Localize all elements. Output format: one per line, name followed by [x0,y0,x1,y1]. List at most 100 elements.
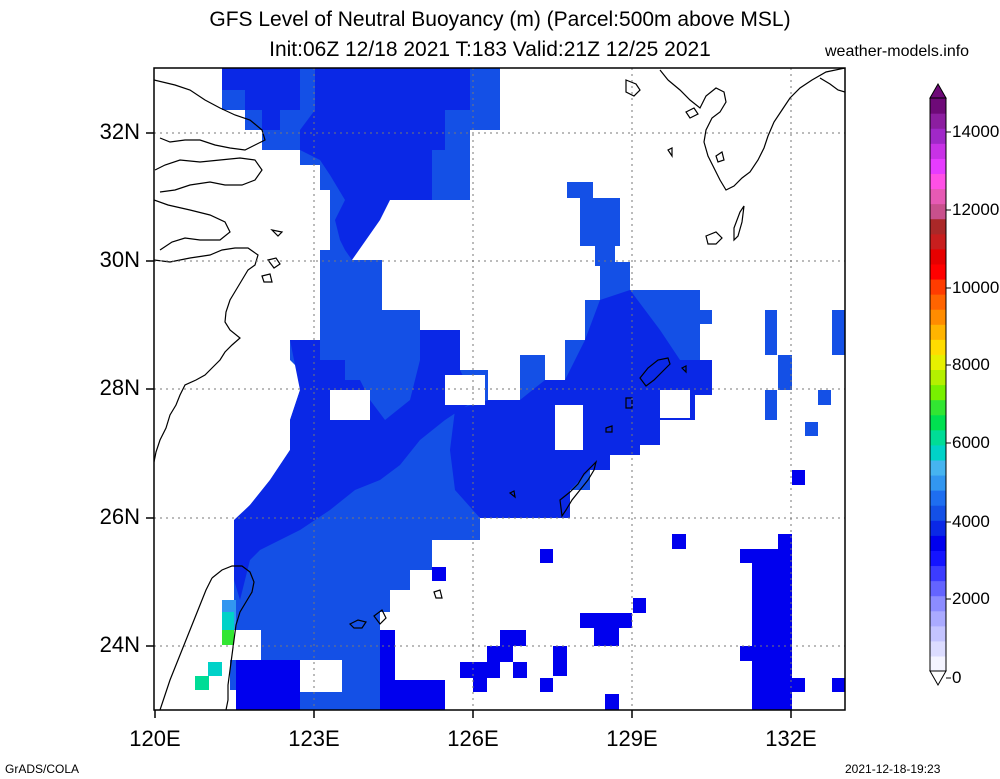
colorbar-swatch [930,490,946,506]
field-cell [473,678,487,692]
lon-label: 129E [606,726,658,751]
field-cell [805,422,818,436]
field-cell [672,534,686,549]
colorbar-swatch [930,399,946,416]
field-cell [594,628,619,646]
timestamp: 2021-12-18-19:23 [845,762,941,776]
field-cell-high [208,662,222,676]
field-cell [605,694,619,710]
ryukyu-islet [508,365,687,499]
kyushu-inner [625,79,699,119]
colorbar-swatch [930,550,946,567]
colorbar-swatch [930,354,946,371]
lon-label: 123E [288,726,340,751]
field-region-north [222,68,300,130]
field-gap [236,630,261,660]
colorbar-swatch [930,263,946,280]
field-cell [633,598,646,613]
colorbar-label: 2000 [952,589,990,608]
graticule [154,68,845,710]
field-cell [778,534,792,549]
field-cell [553,646,567,676]
map-title: GFS Level of Neutral Buoyancy (m) (Parce… [209,8,791,31]
colorbar-swatch [930,474,946,491]
colorbar-swatch [930,595,946,612]
colorbar-swatch [930,248,946,265]
colorbar-swatch [930,173,946,190]
colorbar-swatch [930,188,946,205]
colorbar-label: 12000 [952,200,1000,219]
field-cell [792,678,805,692]
colorbar-swatch [930,655,946,672]
field-cell-high [222,630,234,645]
field-cell-high [195,676,209,690]
field-cell [740,646,752,661]
field-cell [432,567,446,581]
lon-label: 126E [447,726,499,751]
lat-label: 26N [99,504,140,529]
field-cell [487,646,513,662]
colorbar-min-arrow [929,670,947,687]
colorbar-swatch [930,233,946,250]
china-coast [154,79,266,463]
island-small [667,147,725,163]
field-region-north2 [300,68,470,260]
colorbar-swatch [930,520,946,536]
colorbar-swatch [930,113,946,129]
lat-label: 28N [99,375,140,400]
field-gap [555,405,583,450]
field-region-sw [236,660,300,710]
field-cell-high [222,612,234,630]
lat-label: 24N [99,632,140,657]
colorbar-frame [929,97,947,672]
colorbar-swatch [930,580,946,597]
field-cell [765,310,777,355]
colorbar-swatch [930,98,946,114]
colorbar-swatch [930,309,946,325]
field-cell [513,662,527,678]
field-cell [832,310,845,355]
colorbar-label: 6000 [952,433,990,452]
colorbar-swatch [930,143,946,159]
sakishima-islands [348,589,443,629]
colorbar-swatch [930,278,946,295]
field-region-south [380,630,445,710]
tanegashima [705,205,745,245]
ryukyu-okinawa [559,460,598,518]
field-gap [300,660,342,692]
colorbar-swatch [930,339,946,355]
field-cell [778,355,792,390]
colorbar-swatch [930,444,946,461]
field-cell [752,563,792,710]
colorbar-swatch [930,414,946,431]
field-cell [500,630,526,646]
colorbar-swatch [930,203,946,220]
lat-label: 32N [99,119,140,144]
colorbar-swatch [930,218,946,235]
site-credit: weather-models.info [825,43,970,60]
colorbar-label: 8000 [952,355,990,374]
field-region-band [234,330,475,600]
field-gap [445,375,485,405]
taiwan-coast [159,565,255,710]
colorbar-label: 10000 [952,278,1000,297]
colorbar-label: 14000 [952,122,1000,141]
field-cell [700,310,712,324]
field-cell [792,470,805,485]
field-cell [540,549,553,563]
field-gap [330,390,370,420]
island-zhoushan [261,229,284,283]
colorbar-swatch [930,158,946,174]
colorbar-swatch [930,565,946,582]
colorbar-swatch [930,505,946,521]
field-cell [740,549,792,563]
colorbar-swatch [930,610,946,627]
colorbar-swatch [930,128,946,144]
colorbar-label: 0 [952,668,962,687]
field-cell [765,390,777,420]
colorbar-swatch [930,429,946,446]
kyushu-coast [659,68,845,191]
field-cell [818,390,831,405]
lat-label: 30N [99,247,140,272]
lon-label: 120E [129,726,181,751]
